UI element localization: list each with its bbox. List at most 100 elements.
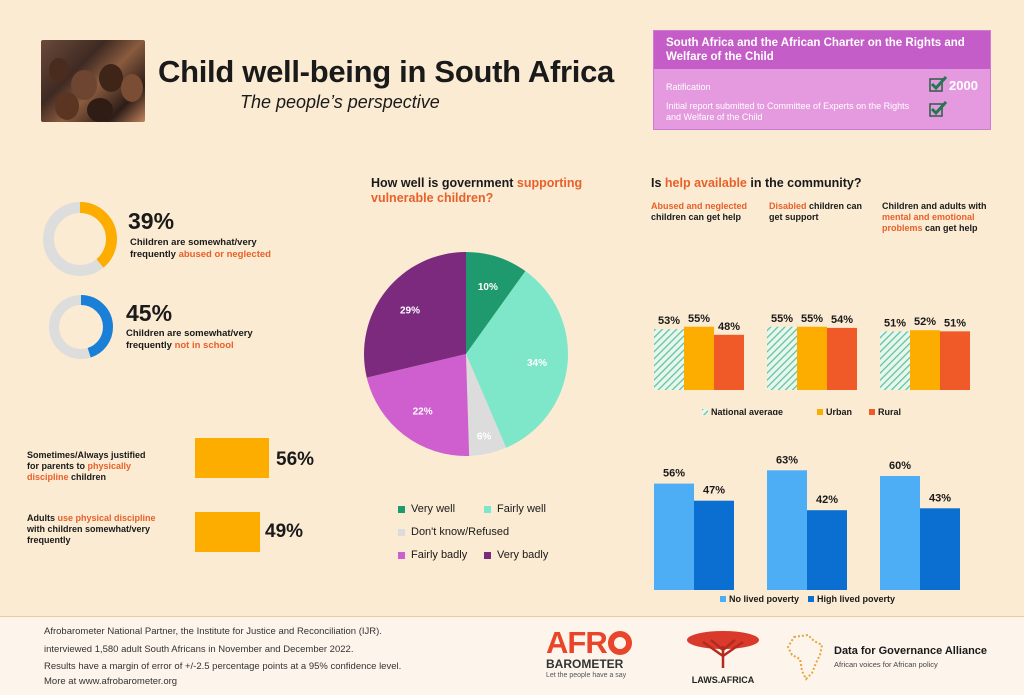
bar bbox=[654, 483, 694, 590]
legend-label: Fairly badly bbox=[411, 549, 468, 561]
tree-icon bbox=[687, 631, 759, 668]
dfga-tagline: African voices for African policy bbox=[834, 660, 938, 669]
legend-swatch bbox=[398, 528, 405, 536]
bar bbox=[767, 470, 807, 590]
legend-swatch bbox=[398, 505, 405, 513]
discipline-justified-bar bbox=[195, 438, 269, 478]
logo-text: AFR bbox=[546, 625, 608, 660]
pie-title: How well is government supporting vulner… bbox=[371, 176, 631, 206]
logo-tagline: Let the people have a say bbox=[546, 672, 627, 679]
bar bbox=[920, 508, 960, 590]
africa-map-icon bbox=[786, 633, 826, 683]
ring-text-line: frequently bbox=[126, 340, 175, 351]
bar bbox=[807, 510, 847, 590]
footer-link[interactable]: More at www.afrobarometer.org bbox=[44, 676, 178, 687]
logo-text: BAROMETER bbox=[546, 657, 624, 671]
pie-title-accent: vulnerable children? bbox=[371, 191, 494, 205]
legend-label: Fairly well bbox=[497, 503, 546, 515]
pie-legend-item: Fairly well bbox=[484, 503, 546, 515]
ring-text-line: frequently bbox=[130, 249, 179, 260]
dfga-title: Data for Governance Alliance bbox=[834, 645, 988, 657]
ring-text-line: Children are somewhat/very bbox=[126, 328, 253, 339]
bar-data-label: 54% bbox=[831, 314, 853, 326]
pie-chart: 10% 34% 6% 22% 29% bbox=[364, 252, 568, 456]
legend-label: Rural bbox=[878, 407, 901, 415]
bar-data-label: 63% bbox=[776, 455, 798, 466]
footer-line: Results have a margin of error of +/-2.5… bbox=[44, 661, 402, 672]
col-head-text: can get help bbox=[922, 223, 978, 233]
pie-legend-item: Very badly bbox=[484, 549, 548, 561]
text-line: with children somewhat/very bbox=[27, 524, 151, 534]
pie-title-text: How well is government bbox=[371, 176, 517, 190]
ring-chart-school bbox=[49, 295, 113, 364]
bar-data-label: 56% bbox=[663, 468, 685, 480]
legend-swatch bbox=[817, 409, 823, 415]
text-accent: physically bbox=[87, 461, 132, 471]
discipline-justified-text: Sometimes/Always justified for parents t… bbox=[27, 450, 197, 483]
bar-data-label: 53% bbox=[658, 315, 680, 327]
ring-text-abuse: Children are somewhat/very frequently ab… bbox=[130, 237, 310, 261]
col-head-text: children can bbox=[806, 201, 863, 211]
pie-slice bbox=[466, 252, 526, 354]
help-bar-chart-residence: 53% 55% 48% 55% 55% 54% 51% 52% 51% National aver… bbox=[654, 313, 970, 415]
header-photo bbox=[41, 40, 145, 122]
ratification-label: Ratification bbox=[666, 82, 711, 92]
bar bbox=[684, 326, 714, 390]
text-line: Sometimes/Always justified bbox=[27, 450, 146, 460]
ring-text-line: Children are somewhat/very bbox=[130, 237, 257, 248]
ratification-year: 2000 bbox=[949, 78, 978, 93]
ring-text-school: Children are somewhat/very frequently no… bbox=[126, 328, 306, 352]
legend-label: High lived poverty bbox=[817, 594, 895, 604]
bar bbox=[797, 326, 827, 390]
discipline-use-pct: 49% bbox=[265, 521, 304, 542]
footer-line: Afrobarometer National Partner, the Inst… bbox=[44, 626, 382, 637]
ring-value-arc bbox=[49, 295, 113, 359]
legend-label: National average bbox=[711, 407, 783, 415]
discipline-use-bar bbox=[195, 512, 260, 552]
bar-data-label: 51% bbox=[884, 317, 906, 329]
legend-swatch bbox=[702, 409, 708, 415]
logo-o-icon bbox=[607, 631, 632, 655]
legend-swatch bbox=[484, 551, 491, 559]
laws-africa-logo: LAWS.AFRICA bbox=[683, 628, 763, 688]
col-head-text: Children and adults with bbox=[882, 201, 987, 211]
pie-data-label: 34% bbox=[527, 358, 547, 369]
col-head-accent: problems bbox=[882, 223, 923, 233]
help-title: Is help available in the community? bbox=[651, 176, 861, 191]
pie-slice bbox=[466, 271, 568, 448]
legend-label: Very well bbox=[411, 503, 456, 515]
pie-slice bbox=[364, 252, 466, 378]
bar bbox=[767, 326, 797, 390]
pie-title-accent: supporting bbox=[516, 176, 583, 190]
text-line: for parents to bbox=[27, 461, 88, 471]
afrobarometer-logo: AFR BAROMETER Let the people have a say bbox=[546, 625, 661, 688]
text-line: Adults bbox=[27, 513, 58, 523]
legend-label: Urban bbox=[826, 407, 852, 415]
bar bbox=[714, 334, 744, 390]
discipline-use-text: Adults use physical discipline with chil… bbox=[27, 513, 197, 546]
bar-data-label: 55% bbox=[688, 313, 710, 325]
ring-text-accent: abused or neglected bbox=[178, 249, 271, 260]
pie-data-label: 6% bbox=[477, 432, 492, 443]
pie-legend-item: Very well bbox=[398, 503, 455, 515]
help-col1-head: Abused and neglected children can get he… bbox=[651, 201, 766, 223]
ring-chart-abuse bbox=[43, 202, 117, 281]
pie-data-label: 10% bbox=[478, 282, 498, 293]
text-line: frequently bbox=[27, 535, 71, 545]
col-head-accent: Abused and neglected bbox=[651, 201, 748, 211]
pie-data-label: 29% bbox=[400, 306, 420, 317]
discipline-justified-pct: 56% bbox=[276, 449, 315, 470]
pie-legend: Very well Fairly well Don't know/Refused Fa… bbox=[398, 503, 588, 575]
bar bbox=[880, 331, 910, 390]
help-title-text: Is bbox=[651, 176, 665, 190]
col-head-accent: mental and emotional bbox=[882, 212, 975, 222]
text-accent: use physical discipline bbox=[57, 513, 156, 523]
pie-slice bbox=[466, 354, 507, 456]
ring-pct-abuse: 39% bbox=[128, 208, 175, 234]
page-subtitle: The people’s perspective bbox=[240, 92, 440, 112]
charter-heading: South Africa and the African Charter on … bbox=[654, 31, 990, 69]
help-col2-head: Disabled children can get support bbox=[769, 201, 879, 223]
legend-swatch bbox=[398, 551, 405, 559]
pie-legend-item: Don't know/Refused bbox=[398, 526, 509, 538]
page-title: Child well-being in South Africa bbox=[158, 54, 614, 89]
